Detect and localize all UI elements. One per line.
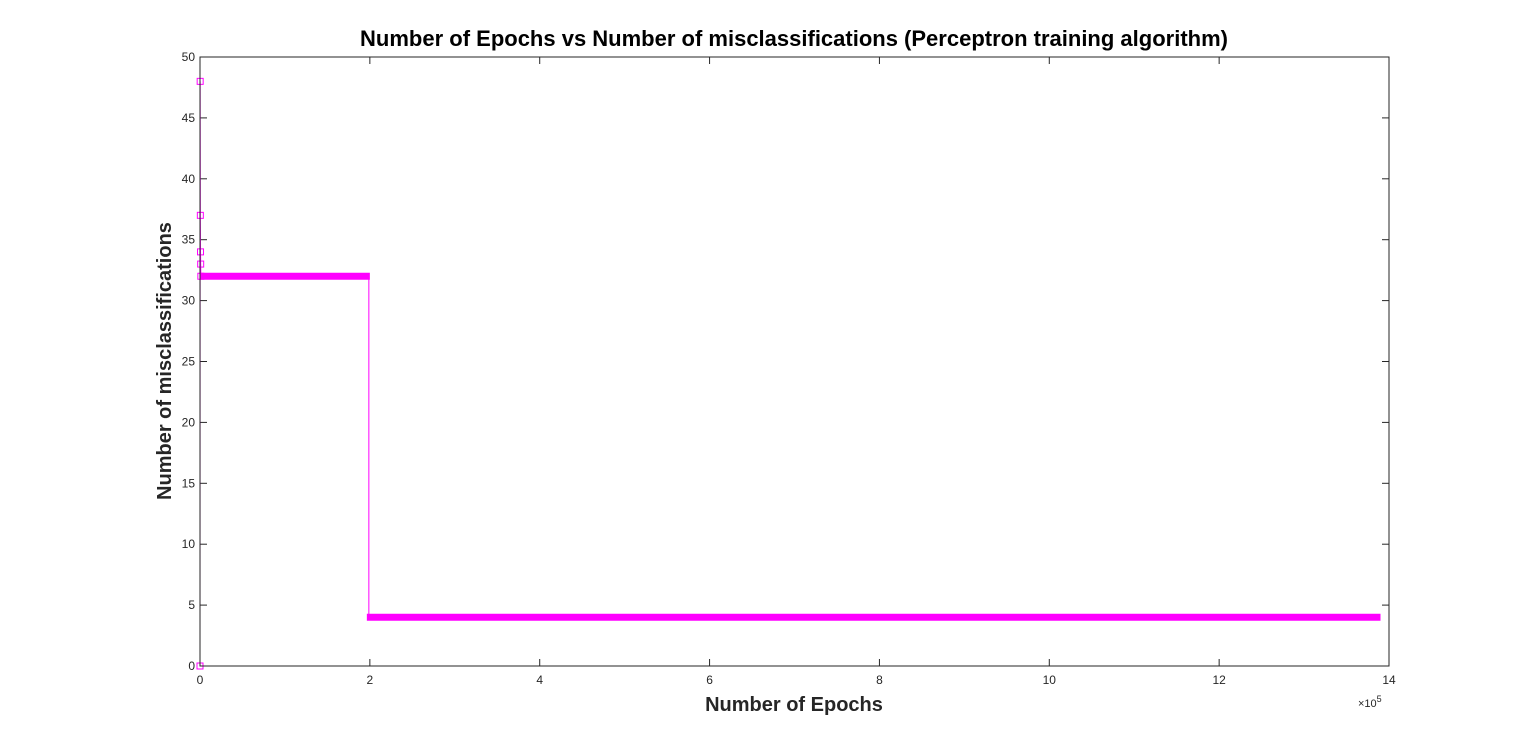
x-axis-label: Number of Epochs (705, 694, 883, 716)
y-tick-label: 10 (182, 537, 196, 551)
chart-title: Number of Epochs vs Number of misclassif… (360, 26, 1228, 51)
data-point-marker (197, 248, 205, 256)
y-tick-label: 20 (182, 415, 196, 429)
y-tick-label: 35 (182, 233, 196, 247)
plot-area (200, 57, 1389, 666)
x-tick-label: 10 (1043, 673, 1057, 687)
x-tick-label: 12 (1212, 673, 1226, 687)
x-tick-label: 8 (876, 673, 883, 687)
x-exponent-label: ×105 (1358, 694, 1382, 710)
tick-labels: 0 2 4 6 8 10 12 14 0 5 10 15 20 25 30 35 40 45 50 (182, 50, 1396, 687)
x-tick-label: 14 (1382, 673, 1396, 687)
y-tick-label: 0 (188, 659, 195, 673)
y-tick-label: 50 (182, 50, 196, 64)
y-tick-label: 30 (182, 294, 196, 308)
y-tick-label: 45 (182, 111, 196, 125)
y-tick-label: 5 (188, 598, 195, 612)
x-tick-label: 6 (706, 673, 713, 687)
x-tick-label: 4 (536, 673, 543, 687)
y-axis-label: Number of misclassifications (154, 222, 176, 500)
x-exponent-power: 5 (1377, 694, 1382, 704)
y-tick-label: 25 (182, 355, 196, 369)
data-point-marker (197, 260, 205, 268)
x-exponent-base: ×10 (1358, 698, 1377, 710)
y-tick-label: 40 (182, 172, 196, 186)
x-tick-label: 2 (367, 673, 374, 687)
axes-box (199, 56, 1390, 667)
x-tick-label: 0 (197, 673, 204, 687)
y-tick-label: 15 (182, 476, 196, 490)
